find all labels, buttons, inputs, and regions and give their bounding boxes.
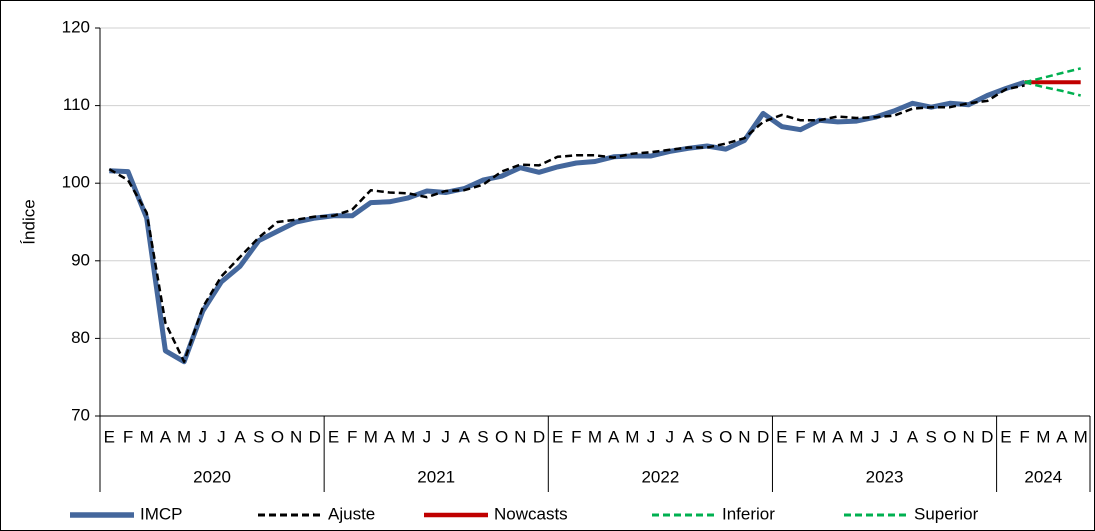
- x-tick-label: D: [757, 427, 769, 446]
- x-tick-label: F: [347, 427, 357, 446]
- x-tick-label: S: [253, 427, 264, 446]
- x-tick-label: E: [328, 427, 339, 446]
- x-tick-label: A: [234, 427, 246, 446]
- y-tick-label: 70: [71, 405, 90, 424]
- x-tick-label: S: [477, 427, 488, 446]
- x-tick-label: M: [812, 427, 826, 446]
- y-tick-label: 120: [62, 17, 90, 36]
- x-group-label: 2023: [866, 467, 904, 486]
- x-tick-label: F: [795, 427, 805, 446]
- x-tick-label: J: [441, 427, 450, 446]
- x-tick-label: N: [290, 427, 302, 446]
- x-tick-label: M: [401, 427, 415, 446]
- x-tick-label: A: [608, 427, 620, 446]
- x-tick-label: A: [459, 427, 471, 446]
- y-axis-label: Índice: [19, 199, 38, 244]
- x-tick-label: A: [832, 427, 844, 446]
- series-line: [1024, 81, 1081, 97]
- x-tick-label: E: [1000, 427, 1011, 446]
- x-tick-label: A: [1056, 427, 1068, 446]
- x-tick-label: M: [625, 427, 639, 446]
- x-tick-label: E: [104, 427, 115, 446]
- series-line: [109, 79, 1026, 365]
- x-tick-label: S: [701, 427, 712, 446]
- x-tick-label: J: [198, 427, 207, 446]
- x-tick-label: M: [364, 427, 378, 446]
- x-group-label: 2020: [193, 467, 231, 486]
- x-tick-label: J: [217, 427, 226, 446]
- x-tick-label: N: [962, 427, 974, 446]
- y-tick-label: 110: [63, 95, 90, 114]
- x-tick-label: M: [849, 427, 863, 446]
- x-tick-label: E: [776, 427, 787, 446]
- x-tick-label: A: [160, 427, 172, 446]
- x-tick-label: O: [495, 427, 508, 446]
- x-tick-label: A: [384, 427, 396, 446]
- x-tick-label: N: [514, 427, 526, 446]
- x-tick-label: O: [943, 427, 956, 446]
- x-tick-label: D: [309, 427, 321, 446]
- y-tick-label: 90: [71, 250, 90, 269]
- x-tick-label: S: [926, 427, 937, 446]
- x-tick-label: A: [683, 427, 695, 446]
- x-tick-label: J: [423, 427, 432, 446]
- y-tick-label: 80: [71, 328, 90, 347]
- legend-label: IMCP: [140, 504, 183, 523]
- x-tick-label: A: [907, 427, 919, 446]
- x-group-label: 2021: [417, 467, 455, 486]
- x-tick-label: O: [719, 427, 732, 446]
- series-line: [1024, 67, 1081, 84]
- legend-label: Ajuste: [328, 504, 375, 523]
- x-tick-label: F: [1019, 427, 1029, 446]
- x-tick-label: M: [140, 427, 154, 446]
- x-tick-label: M: [1074, 427, 1088, 446]
- x-tick-label: J: [890, 427, 899, 446]
- series-line: [108, 84, 1025, 363]
- legend-label: Superior: [914, 504, 979, 523]
- x-tick-label: M: [1036, 427, 1050, 446]
- x-tick-label: J: [665, 427, 674, 446]
- legend-label: Inferior: [722, 504, 775, 523]
- y-tick-label: 100: [62, 173, 90, 192]
- x-tick-label: J: [871, 427, 880, 446]
- x-tick-label: F: [571, 427, 581, 446]
- legend-label: Nowcasts: [494, 504, 568, 523]
- x-group-label: 2024: [1024, 467, 1062, 486]
- x-tick-label: J: [647, 427, 656, 446]
- x-tick-label: M: [588, 427, 602, 446]
- x-tick-label: D: [981, 427, 993, 446]
- x-tick-label: O: [271, 427, 284, 446]
- x-tick-label: M: [177, 427, 191, 446]
- x-tick-label: N: [738, 427, 750, 446]
- x-tick-label: D: [533, 427, 545, 446]
- x-group-label: 2022: [641, 467, 679, 486]
- x-tick-label: F: [123, 427, 133, 446]
- x-tick-label: E: [552, 427, 563, 446]
